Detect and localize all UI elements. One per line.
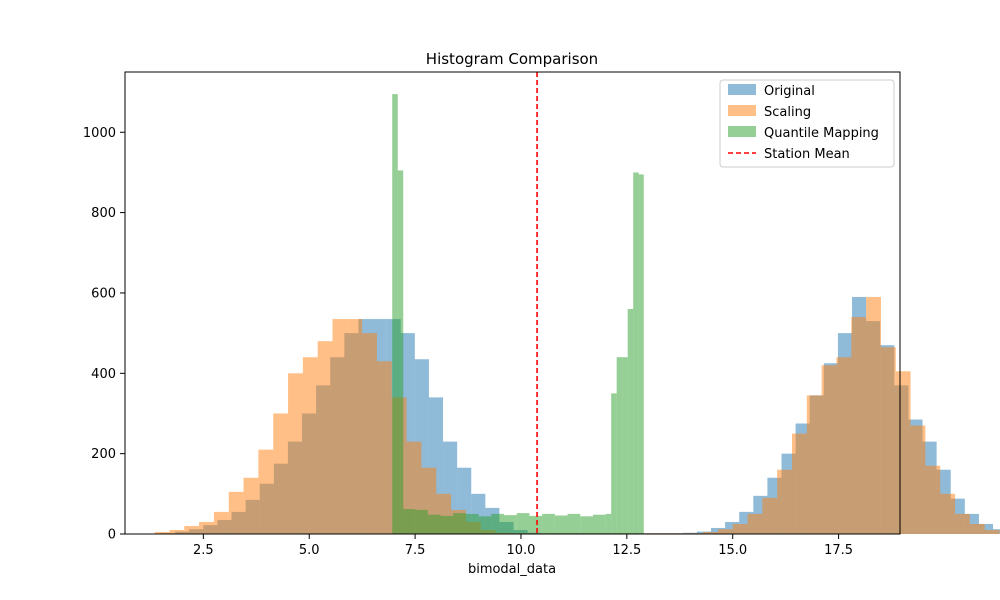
histogram-bar — [516, 513, 530, 534]
legend[interactable]: Original Scaling Quantile Mapping Statio… — [719, 79, 895, 168]
x-tick-label: 12.5 — [612, 543, 641, 558]
histogram-bar — [732, 523, 748, 534]
bars-layer — [139, 94, 1000, 534]
histogram-bar — [605, 513, 612, 534]
histogram-bar — [895, 371, 911, 534]
histogram-bar — [504, 515, 517, 534]
histogram-bar — [362, 333, 377, 534]
histogram-bar — [243, 477, 259, 534]
series-quantile-mapping — [392, 94, 644, 534]
histogram-bar — [969, 523, 985, 534]
x-tick-label: 5.0 — [299, 543, 320, 558]
legend-label-scaling: Scaling — [764, 105, 811, 120]
histogram-bar — [925, 465, 941, 534]
histogram-bar — [317, 341, 333, 534]
histogram-bar — [453, 513, 466, 534]
legend-swatch-quantile-mapping — [728, 126, 756, 137]
x-tick-label: 2.5 — [193, 543, 214, 558]
x-axis: 2.5 5.0 7.5 10.0 12.5 15.0 17.5 — [193, 534, 853, 558]
histogram-bar — [580, 516, 593, 534]
histogram-bar — [616, 357, 623, 534]
histogram-bar — [762, 497, 778, 534]
histogram-bar — [465, 513, 479, 534]
histogram-bar — [302, 357, 318, 534]
histogram-bar — [288, 373, 303, 534]
histogram-bar — [542, 513, 555, 534]
histogram-bar — [717, 529, 733, 534]
y-tick-label: 0 — [108, 528, 116, 543]
histogram-bar — [806, 395, 822, 534]
histogram-bar — [910, 425, 926, 534]
histogram-bar — [376, 361, 392, 534]
histogram-bar — [984, 529, 1000, 534]
y-tick-label: 400 — [91, 367, 116, 382]
series-scaling — [139, 296, 1000, 534]
histogram-bar — [940, 493, 956, 534]
y-tick-label: 1000 — [83, 126, 116, 141]
x-axis-label: bimodal_data — [468, 562, 556, 577]
histogram-bar — [611, 393, 617, 534]
histogram-bar — [703, 531, 718, 534]
histogram-bar — [273, 413, 289, 534]
legend-label-station-mean: Station Mean — [764, 147, 850, 162]
histogram-bar — [403, 509, 416, 534]
histogram-bar — [258, 449, 274, 534]
histogram-bar — [332, 319, 348, 534]
histogram-bar — [392, 94, 398, 534]
histogram-bar — [154, 531, 170, 534]
legend-label-original: Original — [764, 84, 815, 99]
histogram-bar — [592, 514, 606, 534]
histogram-bar — [199, 521, 214, 534]
histogram-bar — [866, 296, 881, 534]
histogram-bar — [567, 513, 581, 534]
histogram-bar — [821, 365, 837, 534]
histogram-bar — [397, 170, 404, 534]
x-tick-label: 15.0 — [718, 543, 747, 558]
legend-swatch-original — [728, 84, 756, 95]
x-tick-label: 7.5 — [405, 543, 426, 558]
y-tick-label: 600 — [91, 286, 116, 301]
histogram-bar — [747, 513, 763, 534]
histogram-bar — [491, 513, 505, 534]
histogram-bar — [792, 433, 807, 534]
histogram-bar — [633, 172, 639, 534]
histogram-bar — [427, 514, 441, 534]
y-tick-label: 800 — [91, 206, 116, 221]
histogram-bar — [627, 309, 634, 534]
histogram-bar — [478, 516, 492, 534]
x-tick-label: 17.5 — [824, 543, 853, 558]
histogram-bar — [529, 515, 543, 534]
histogram-bar — [347, 319, 363, 534]
histogram-bar — [836, 357, 852, 534]
legend-box — [719, 79, 895, 168]
histogram-bar — [777, 469, 793, 534]
histogram-bar — [978, 523, 994, 534]
histogram-bar — [554, 515, 568, 534]
chart-title: Histogram Comparison — [426, 50, 598, 68]
histogram-bar — [622, 357, 628, 534]
plot-frame — [124, 71, 901, 535]
histogram-bar — [638, 174, 644, 534]
histogram-bar — [169, 529, 185, 534]
histogram-bar — [851, 317, 867, 534]
x-tick-label: 10.0 — [506, 543, 535, 558]
y-tick-label: 200 — [91, 447, 116, 462]
histogram-bar — [184, 525, 200, 534]
histogram-bar — [228, 491, 244, 534]
histogram-bar — [955, 513, 970, 534]
y-axis: 0 200 400 600 800 1000 — [83, 126, 125, 543]
histogram-bar — [415, 509, 428, 534]
legend-swatch-scaling — [728, 105, 756, 116]
histogram-bar — [880, 347, 896, 534]
histogram-bar — [213, 511, 229, 534]
histogram-bar — [440, 515, 454, 534]
legend-label-quantile-mapping: Quantile Mapping — [764, 126, 879, 141]
